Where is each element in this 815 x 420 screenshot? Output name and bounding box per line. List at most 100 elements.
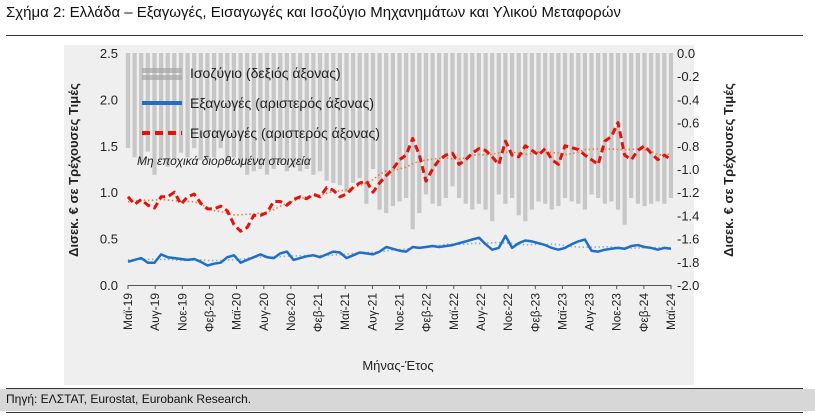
balance-bar — [609, 53, 614, 202]
balance-bar — [344, 53, 349, 193]
x-tick-label: Μαϊ-19 — [121, 293, 135, 330]
x-tick-label: Μαϊ-23 — [555, 293, 569, 330]
balance-bar — [311, 53, 316, 175]
right-tick-label: -1.6 — [677, 232, 699, 247]
left-tick-label: 1.0 — [100, 185, 118, 200]
x-tick-label: Φεβ-21 — [311, 293, 325, 332]
chart-annotation: Μη εποχικά διορθωμένα στοιχεία — [137, 154, 312, 168]
balance-bar — [251, 53, 256, 172]
x-axis-ticks: Μαϊ-19 Αυγ-19 Νοε-19 Φεβ-20 Μαϊ-20 Αυγ-20 Νοε-… — [121, 285, 678, 332]
balance-bar — [278, 53, 283, 164]
left-axis-title: Δισεκ. € σε Τρέχουσες Τιμές — [66, 83, 81, 257]
exports-line — [127, 234, 672, 267]
series-lines — [126, 121, 672, 267]
balance-bar — [476, 53, 481, 204]
balance-bar — [430, 53, 435, 204]
balance-bar — [218, 53, 223, 149]
balance-bar — [490, 53, 495, 222]
left-tick-label: 2.5 — [100, 46, 118, 61]
balance-bar — [596, 53, 601, 198]
left-axis-ticks: 0.0 0.5 1.0 1.5 2.0 2.5 — [100, 46, 118, 293]
balance-bar — [271, 53, 276, 169]
balance-bar — [172, 53, 177, 160]
x-tick-label: Αυγ-21 — [365, 293, 379, 331]
right-tick-label: -0.8 — [677, 139, 699, 154]
balance-bar — [264, 53, 270, 175]
balance-bar — [364, 53, 369, 204]
balance-bar — [238, 53, 243, 166]
source-note: Πηγή: ΕΛΣΤΑΤ, Eurostat, Eurobank Researc… — [6, 392, 252, 406]
balance-bar — [662, 53, 667, 204]
legend: Ισοζύγιο (δεξιός άξονας) Εξαγωγές (αριστ… — [142, 65, 380, 141]
balance-bar — [529, 53, 534, 210]
balance-bar — [284, 53, 289, 172]
legend-label-balance: Ισοζύγιο (δεξιός άξονας) — [190, 65, 341, 81]
balance-bar — [377, 53, 382, 210]
x-tick-label: Νοε-23 — [610, 293, 624, 331]
balance-bars — [125, 53, 674, 230]
x-tick-label: Μαϊ-22 — [447, 293, 461, 330]
balance-bar — [615, 53, 621, 210]
balance-bar — [139, 53, 144, 164]
balance-bar — [523, 53, 528, 222]
balance-bar — [317, 53, 323, 172]
x-tick-label: Φεβ-20 — [202, 293, 216, 332]
right-tick-label: 0.0 — [677, 46, 695, 61]
x-tick-label: Φεβ-22 — [420, 293, 434, 332]
balance-bar — [423, 53, 429, 195]
balance-bar — [543, 53, 548, 204]
left-tick-label: 1.5 — [100, 139, 118, 154]
balance-bar — [404, 53, 409, 198]
balance-bar — [536, 53, 541, 202]
balance-bar — [549, 53, 554, 210]
balance-bar — [212, 53, 217, 158]
balance-bar — [496, 53, 501, 195]
balance-bar — [357, 53, 362, 179]
imports-line — [126, 121, 672, 233]
balance-bar — [185, 53, 190, 158]
balance-bar — [298, 53, 303, 172]
legend-swatch-balance — [142, 68, 182, 80]
balance-bar — [331, 53, 336, 183]
left-tick-label: 0.5 — [100, 232, 118, 247]
legend-label-imports: Εισαγωγές (αριστερός άξονας) — [190, 125, 380, 141]
balance-bar — [245, 53, 250, 175]
x-tick-label: Αυγ-23 — [583, 293, 597, 331]
right-tick-label: -0.6 — [677, 116, 699, 131]
balance-bar — [582, 53, 587, 210]
balance-bar — [205, 53, 210, 160]
left-tick-label: 2.0 — [100, 92, 118, 107]
right-tick-label: -1.2 — [677, 185, 699, 200]
right-tick-label: -1.4 — [677, 208, 699, 223]
x-tick-label: Φεβ-24 — [637, 293, 651, 332]
balance-bar — [642, 53, 647, 207]
bottom-rule — [6, 412, 803, 413]
balance-bar — [304, 53, 309, 169]
balance-bar — [397, 53, 402, 202]
balance-bar — [510, 53, 515, 198]
balance-bar — [125, 53, 131, 149]
x-tick-label: Αυγ-19 — [148, 293, 162, 331]
balance-bar — [622, 53, 627, 225]
x-tick-label: Αυγ-22 — [474, 293, 488, 331]
balance-bar — [159, 53, 164, 160]
balance-bar — [370, 53, 376, 169]
balance-bar — [443, 53, 448, 198]
balance-bar — [576, 53, 581, 204]
balance-bar — [231, 53, 236, 158]
balance-bar — [562, 53, 568, 198]
balance-bar — [437, 53, 442, 207]
balance-bar — [132, 53, 137, 158]
balance-bar — [668, 53, 674, 198]
balance-bar — [384, 53, 389, 214]
x-tick-label: Νοε-20 — [284, 293, 298, 331]
balance-bar — [450, 53, 455, 187]
balance-bar — [324, 53, 329, 181]
balance-bar — [602, 53, 607, 204]
balance-bar — [629, 53, 634, 198]
balance-bar — [198, 53, 203, 160]
x-tick-label: Μαϊ-20 — [230, 293, 244, 330]
x-tick-label: Νοε-19 — [175, 293, 189, 331]
balance-bar — [417, 53, 422, 214]
